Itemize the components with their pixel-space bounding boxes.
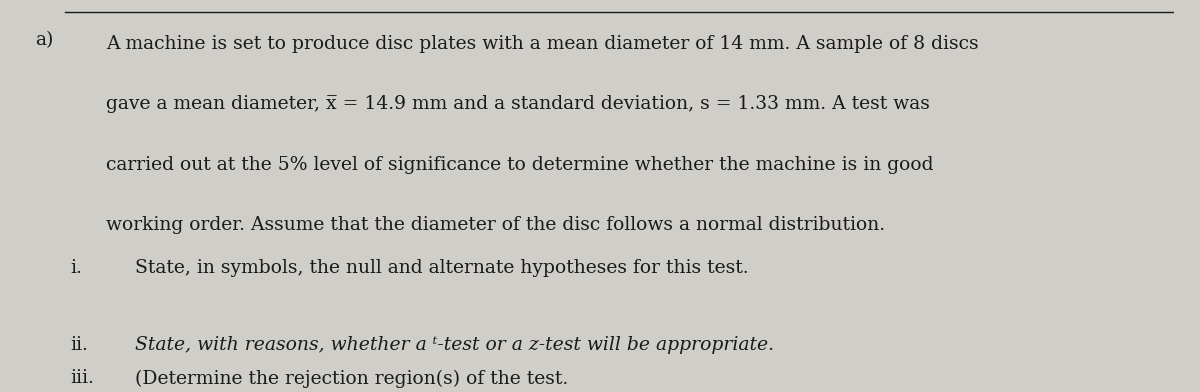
Text: carried out at the 5% level of significance to determine whether the machine is : carried out at the 5% level of significa… [106, 156, 934, 174]
Text: ii.: ii. [71, 336, 89, 354]
Text: (Determine the rejection region(s) of the test.: (Determine the rejection region(s) of th… [134, 369, 569, 388]
Text: working order. Assume that the diameter of the disc follows a normal distributio: working order. Assume that the diameter … [106, 216, 884, 234]
Text: A machine is set to produce disc plates with a mean diameter of 14 mm. A sample : A machine is set to produce disc plates … [106, 35, 978, 53]
Text: iii.: iii. [71, 369, 95, 387]
Text: State, with reasons, whether a ᵗ-test or a z-test will be appropriate.: State, with reasons, whether a ᵗ-test or… [134, 336, 774, 354]
Text: State, in symbols, the null and alternate hypotheses for this test.: State, in symbols, the null and alternat… [134, 259, 749, 277]
Text: a): a) [35, 31, 54, 49]
Text: i.: i. [71, 259, 83, 277]
Text: gave a mean diameter, x̅ = 14.9 mm and a standard deviation, s = 1.33 mm. A test: gave a mean diameter, x̅ = 14.9 mm and a… [106, 95, 930, 113]
